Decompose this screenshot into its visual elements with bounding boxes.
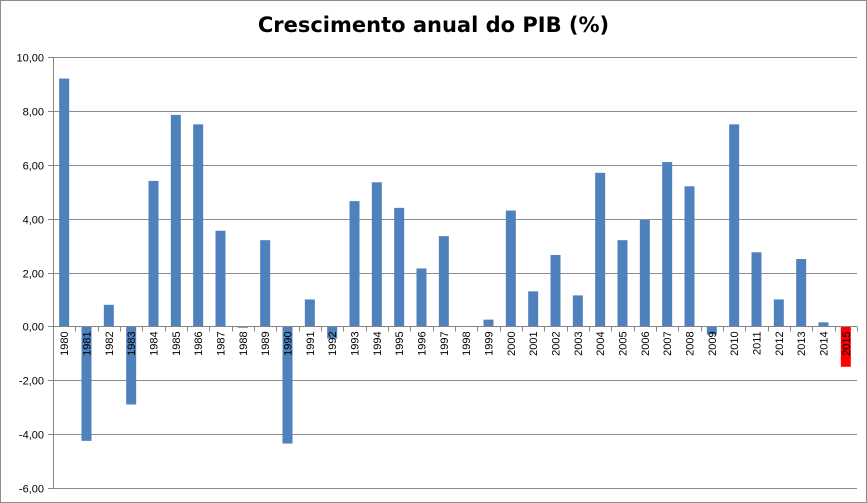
x-tick-label: 1997 bbox=[439, 331, 451, 355]
bar-2009 bbox=[706, 326, 717, 335]
bar-1984 bbox=[148, 180, 159, 327]
y-tick-label: 8,00 bbox=[23, 107, 44, 119]
x-tick-label: 2011 bbox=[752, 331, 764, 355]
y-tick-label: 4,00 bbox=[23, 215, 44, 227]
bar-2011 bbox=[751, 252, 762, 327]
y-axis-tick-labels: 10,00 8,00 6,00 4,00 2,00 0,00 -2,00 -4,00 -6,00 bbox=[16, 53, 44, 496]
x-tick-label: 1991 bbox=[305, 331, 317, 355]
bars bbox=[59, 78, 851, 444]
bar-1981 bbox=[81, 326, 92, 441]
x-tick-label: 2012 bbox=[774, 331, 786, 355]
x-tick-label: 2007 bbox=[662, 331, 674, 355]
y-tick-label: -2,00 bbox=[19, 376, 44, 388]
x-tick-label: 1985 bbox=[171, 331, 183, 355]
x-tick-label: 2013 bbox=[796, 331, 808, 355]
y-tick-label: 2,00 bbox=[23, 269, 44, 281]
bar-1991 bbox=[304, 299, 315, 327]
bar-2014 bbox=[818, 322, 829, 327]
chart-title: Crescimento anual do PIB (%) bbox=[257, 13, 610, 37]
bar-2007 bbox=[662, 162, 673, 327]
x-tick-label: 1988 bbox=[238, 331, 250, 355]
bar-2010 bbox=[729, 124, 740, 327]
x-tick-label: 1998 bbox=[461, 331, 473, 355]
bar-2001 bbox=[528, 291, 539, 327]
axes bbox=[53, 57, 858, 488]
x-tick-label: 1992 bbox=[327, 331, 339, 355]
x-tick-label: 1989 bbox=[260, 331, 272, 355]
bar-1995 bbox=[394, 207, 405, 327]
bar-2005 bbox=[617, 240, 628, 327]
x-tick-label: 2009 bbox=[707, 331, 719, 355]
y-tick-label: -6,00 bbox=[19, 484, 44, 496]
bar-1987 bbox=[215, 230, 226, 327]
x-tick-label: 1993 bbox=[350, 331, 362, 355]
y-tick-label: 6,00 bbox=[23, 161, 44, 173]
x-tick-label: 2004 bbox=[595, 331, 607, 355]
bar-2003 bbox=[572, 295, 583, 327]
bar-1990 bbox=[282, 326, 293, 444]
x-tick-label: 1990 bbox=[283, 331, 295, 355]
bar-1994 bbox=[371, 182, 382, 327]
x-tick-label: 1996 bbox=[417, 331, 429, 355]
x-tick-label: 1986 bbox=[193, 331, 205, 355]
bar-1982 bbox=[103, 304, 114, 327]
bar-2008 bbox=[684, 186, 695, 327]
x-tick-label: 2000 bbox=[506, 331, 518, 355]
bar-1999 bbox=[483, 319, 494, 327]
bar-1985 bbox=[170, 114, 181, 327]
x-tick-label: 1999 bbox=[484, 331, 496, 355]
x-tick-label: 1982 bbox=[104, 331, 116, 355]
bar-2012 bbox=[773, 299, 784, 327]
bar-1986 bbox=[193, 124, 204, 327]
x-tick-label: 1983 bbox=[126, 331, 138, 355]
x-tick-label: 2010 bbox=[729, 331, 741, 355]
bar-2013 bbox=[796, 259, 807, 327]
bar-1996 bbox=[416, 268, 427, 327]
x-tick-label: 1995 bbox=[394, 331, 406, 355]
bar-1988 bbox=[237, 326, 248, 328]
x-tick-label: 1984 bbox=[149, 331, 161, 355]
x-tick-label: 2002 bbox=[551, 331, 563, 355]
bar-1993 bbox=[349, 201, 360, 327]
bar-1980 bbox=[59, 78, 70, 327]
x-tick-label: 1980 bbox=[59, 331, 71, 355]
bar-1989 bbox=[260, 240, 271, 327]
y-tick-label: 0,00 bbox=[23, 322, 44, 334]
bar-1992 bbox=[327, 326, 338, 339]
x-tick-label: 2015 bbox=[841, 331, 853, 355]
x-tick-label: 1994 bbox=[372, 331, 384, 355]
y-tick-label: 10,00 bbox=[16, 53, 44, 65]
y-tick-label: -4,00 bbox=[19, 430, 44, 442]
x-tick-label: 1987 bbox=[216, 331, 228, 355]
x-tick-label: 2006 bbox=[640, 331, 652, 355]
bar-2004 bbox=[595, 172, 606, 327]
bar-1997 bbox=[438, 236, 449, 327]
bar-1983 bbox=[126, 326, 137, 405]
x-tick-label: 2008 bbox=[685, 331, 697, 355]
x-tick-label: 2005 bbox=[618, 331, 630, 355]
x-axis-tick-labels: 1980 1981 1982 1983 1984 1985 1986 1987 1988 1989… bbox=[59, 331, 853, 355]
bar-2006 bbox=[639, 219, 650, 327]
x-tick-label: 2014 bbox=[819, 331, 831, 355]
bar-2000 bbox=[505, 210, 516, 327]
x-tick-label: 1981 bbox=[82, 331, 94, 355]
bar-2015 bbox=[840, 326, 851, 367]
x-tick-label: 2003 bbox=[573, 331, 585, 355]
x-tick-label: 2001 bbox=[528, 331, 540, 355]
bar-2002 bbox=[550, 254, 561, 327]
